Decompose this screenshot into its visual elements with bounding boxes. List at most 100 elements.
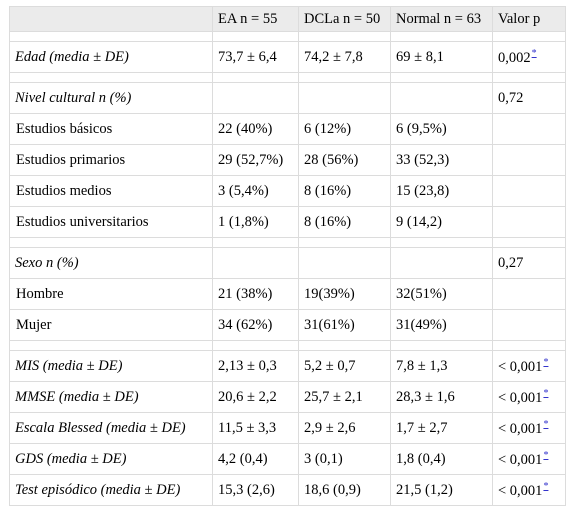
row-label: Estudios medios	[9, 175, 213, 207]
value-cell: 18,6 (0,9)	[298, 474, 391, 506]
value-cell: 6 (12%)	[298, 113, 391, 145]
footnote-link[interactable]: *	[543, 387, 549, 399]
p-value-cell	[492, 278, 566, 310]
row-label: Edad (media ± DE)	[9, 41, 213, 73]
value-cell: 20,6 ± 2,2	[212, 381, 299, 413]
p-value-cell: 0,72	[492, 82, 566, 114]
spacer-cell	[492, 237, 566, 248]
p-value-text: < 0,001	[498, 482, 543, 499]
row-label: Estudios primarios	[9, 144, 213, 176]
value-cell: 8 (16%)	[298, 206, 391, 238]
header-row: EA n = 55 DCLa n = 50 Normal n = 63 Valo…	[9, 6, 566, 32]
footnote-link[interactable]: *	[531, 47, 537, 59]
value-cell: 15 (23,8)	[390, 175, 493, 207]
table-body: Edad (media ± DE) 73,7 ± 6,4 74,2 ± 7,8 69 …	[9, 31, 566, 506]
p-value-text: 0,27	[498, 254, 524, 271]
p-value-text: < 0,001	[498, 358, 543, 375]
p-value-cell: < 0,001*	[492, 443, 566, 475]
row-label: Mujer	[9, 309, 213, 341]
value-cell: 74,2 ± 7,8	[298, 41, 391, 73]
row-label: MMSE (media ± DE)	[9, 381, 213, 413]
spacer-cell	[9, 72, 213, 83]
comparison-table: EA n = 55 DCLa n = 50 Normal n = 63 Valo…	[9, 6, 566, 506]
value-cell: 31(49%)	[390, 309, 493, 341]
spacer-cell	[9, 237, 213, 248]
table-row: Hombre 21 (38%) 19(39%) 32(51%)	[9, 278, 566, 310]
spacer-cell	[9, 31, 213, 42]
spacer-cell	[390, 72, 493, 83]
header-cell-normal: Normal n = 63	[390, 6, 493, 32]
p-value-cell	[492, 113, 566, 145]
p-value-cell: < 0,001*	[492, 474, 566, 506]
footnote-link[interactable]: *	[543, 480, 549, 492]
spacer-cell	[9, 340, 213, 351]
spacer-cell	[298, 340, 391, 351]
spacer-cell	[298, 237, 391, 248]
row-label: Test episódico (media ± DE)	[9, 474, 213, 506]
spacer-cell	[298, 31, 391, 42]
value-cell	[212, 82, 299, 114]
p-value-text: < 0,001	[498, 420, 543, 437]
p-value-cell	[492, 309, 566, 341]
value-cell: 28 (56%)	[298, 144, 391, 176]
header-cell-label	[9, 6, 213, 32]
spacer-cell	[390, 237, 493, 248]
value-cell: 3 (5,4%)	[212, 175, 299, 207]
row-label: Sexo n (%)	[9, 247, 213, 279]
value-cell: 34 (62%)	[212, 309, 299, 341]
section-spacer	[9, 31, 566, 42]
p-value-text: 0,002	[498, 49, 531, 66]
header-cell-dcla: DCLa n = 50	[298, 6, 391, 32]
footnote-link[interactable]: *	[543, 449, 549, 461]
header-cell-ea: EA n = 55	[212, 6, 299, 32]
value-cell: 1,8 (0,4)	[390, 443, 493, 475]
value-cell: 29 (52,7%)	[212, 144, 299, 176]
value-cell: 1 (1,8%)	[212, 206, 299, 238]
value-cell: 33 (52,3)	[390, 144, 493, 176]
value-cell: 73,7 ± 6,4	[212, 41, 299, 73]
table-row: Estudios primarios 29 (52,7%) 28 (56%) 33 (…	[9, 144, 566, 176]
section-spacer	[9, 340, 566, 351]
table-row: MIS (media ± DE) 2,13 ± 0,3 5,2 ± 0,7 7,8 ±…	[9, 350, 566, 382]
value-cell: 5,2 ± 0,7	[298, 350, 391, 382]
value-cell	[298, 82, 391, 114]
spacer-cell	[298, 72, 391, 83]
value-cell: 28,3 ± 1,6	[390, 381, 493, 413]
table-row: MMSE (media ± DE) 20,6 ± 2,2 25,7 ± 2,1 28,…	[9, 381, 566, 413]
value-cell	[390, 247, 493, 279]
p-value-cell	[492, 206, 566, 238]
spacer-cell	[212, 72, 299, 83]
p-value-cell	[492, 144, 566, 176]
p-value-text: < 0,001	[498, 451, 543, 468]
value-cell: 6 (9,5%)	[390, 113, 493, 145]
section-spacer	[9, 237, 566, 248]
row-label: Nivel cultural n (%)	[9, 82, 213, 114]
value-cell	[212, 247, 299, 279]
value-cell: 21 (38%)	[212, 278, 299, 310]
spacer-cell	[492, 340, 566, 351]
value-cell: 7,8 ± 1,3	[390, 350, 493, 382]
p-value-cell: < 0,001*	[492, 350, 566, 382]
table-row: Nivel cultural n (%) 0,72	[9, 82, 566, 114]
value-cell: 3 (0,1)	[298, 443, 391, 475]
p-value-cell	[492, 175, 566, 207]
spacer-cell	[492, 31, 566, 42]
table-row: Escala Blessed (media ± DE) 11,5 ± 3,3 2,9…	[9, 412, 566, 444]
table-container: EA n = 55 DCLa n = 50 Normal n = 63 Valo…	[9, 6, 566, 506]
value-cell	[298, 247, 391, 279]
spacer-cell	[390, 31, 493, 42]
table-row: Mujer 34 (62%) 31(61%) 31(49%)	[9, 309, 566, 341]
footnote-link[interactable]: *	[543, 356, 549, 368]
value-cell: 15,3 (2,6)	[212, 474, 299, 506]
value-cell: 1,7 ± 2,7	[390, 412, 493, 444]
table-row: Estudios universitarios 1 (1,8%) 8 (16%) 9 …	[9, 206, 566, 238]
table-row: Sexo n (%) 0,27	[9, 247, 566, 279]
value-cell: 8 (16%)	[298, 175, 391, 207]
p-value-cell: 0,27	[492, 247, 566, 279]
table-row: GDS (media ± DE) 4,2 (0,4) 3 (0,1) 1,8 (0,4…	[9, 443, 566, 475]
footnote-link[interactable]: *	[543, 418, 549, 430]
value-cell: 69 ± 8,1	[390, 41, 493, 73]
value-cell: 2,9 ± 2,6	[298, 412, 391, 444]
table-row: Test episódico (media ± DE) 15,3 (2,6) 18,…	[9, 474, 566, 506]
p-value-text: < 0,001	[498, 389, 543, 406]
